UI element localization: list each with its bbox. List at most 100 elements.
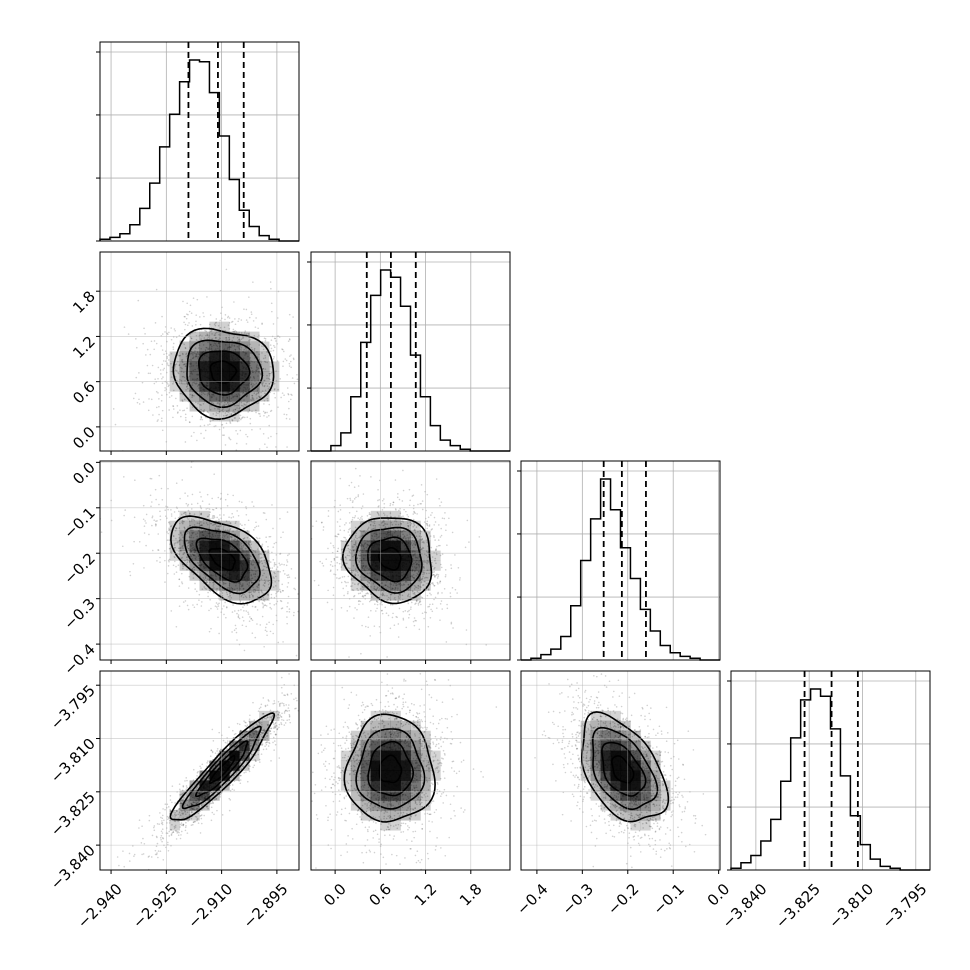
sample-point [162,369,165,371]
sample-point [246,344,249,347]
sample-point [362,530,365,533]
sample-point [272,527,274,530]
sample-point [244,330,247,332]
sample-point [421,612,424,615]
sample-point [186,383,189,386]
sample-point [280,536,282,539]
sample-point [239,339,241,342]
sample-point [263,392,266,395]
sample-point [234,318,236,320]
sample-point [437,583,439,585]
sample-point [198,599,200,601]
sample-point [436,573,438,576]
sample-point [196,502,199,505]
sample-point [250,593,253,596]
sample-point [440,501,443,503]
sample-point [362,586,364,588]
sample-point [348,484,351,487]
density-cell [179,381,190,392]
sample-point [114,423,117,426]
density-cell [269,580,280,591]
sample-point [288,418,291,420]
sample-point [189,340,191,342]
sample-point [293,611,295,614]
sample-point [444,512,446,514]
sample-point [181,521,183,524]
sample-point [450,621,453,624]
sample-point [288,313,291,316]
density-cell [209,341,220,352]
sample-point [383,502,386,505]
sample-point [265,536,267,539]
sample-point [201,601,203,603]
sample-point [340,566,343,568]
sample-point [439,580,442,583]
sample-point [183,321,185,324]
sample-point [260,560,263,562]
sample-point [261,543,264,546]
sample-point [271,310,273,313]
sample-point [410,606,412,609]
density-cell [189,520,200,531]
sample-point [387,518,390,521]
sample-point [257,327,259,330]
sample-point [176,370,178,372]
sample-point [157,377,159,380]
sample-point [240,546,242,548]
sample-point [250,383,252,386]
density-cell [209,530,220,541]
sample-point [354,548,356,551]
sample-point [170,362,172,365]
sample-point [306,532,308,534]
density-cell [239,560,250,571]
sample-point [259,415,261,417]
sample-point [260,373,262,375]
sample-point [389,603,392,606]
sample-point [367,527,370,530]
sample-point [193,431,195,434]
sample-point [186,382,188,384]
sample-point [287,554,289,557]
sample-point [261,602,264,604]
sample-point [193,395,195,397]
sample-point [167,565,170,567]
sample-point [426,493,429,496]
sample-point [205,508,208,510]
sample-point [272,576,275,578]
sample-point [214,522,216,525]
sample-point [264,582,266,585]
sample-point [253,347,256,350]
sample-point [373,585,376,588]
sample-point [192,577,195,579]
sample-point [180,415,182,418]
sample-point [166,539,169,542]
sample-point [248,409,251,412]
sample-point [258,358,261,361]
density-cell [189,351,200,362]
sample-point [426,582,428,585]
sample-point [249,596,251,598]
sample-point [214,334,216,336]
sample-point [257,388,259,390]
density-cell [179,391,190,402]
sample-point [160,373,162,375]
sample-point [248,543,251,546]
sample-point [266,416,268,418]
sample-point [159,510,161,513]
sample-point [264,561,266,563]
sample-point [141,381,144,384]
sample-point [258,353,260,356]
sample-point [292,614,295,617]
density-cell [229,341,240,352]
sample-point [242,544,245,547]
sample-point [143,532,146,534]
sample-point [214,425,217,427]
sample-point [418,600,421,603]
sample-point [263,512,266,514]
sample-point [172,382,174,385]
sample-point [423,617,425,620]
sample-point [224,318,226,321]
sample-point [177,564,180,567]
sample-point [217,338,220,341]
sample-point [164,550,166,552]
